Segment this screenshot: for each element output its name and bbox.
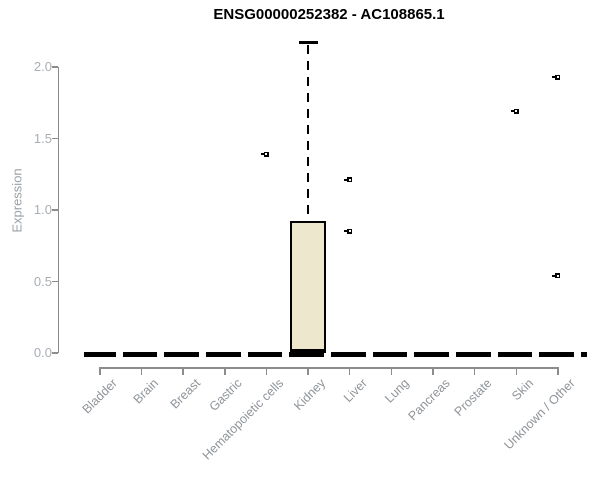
median-bar-nub <box>580 352 587 357</box>
y-tick <box>52 66 58 68</box>
outlier-point <box>552 74 561 80</box>
x-axis-label-text: Bladder <box>79 376 120 417</box>
x-axis-label-text: Gastric <box>206 376 245 414</box>
median-bar <box>250 352 283 357</box>
y-tick-label: 2.0 <box>33 59 52 74</box>
median-bar <box>458 352 491 357</box>
x-tick <box>99 367 101 375</box>
median-bar <box>292 352 325 357</box>
outlier-point <box>260 151 269 157</box>
y-tick <box>52 280 58 283</box>
median-bar <box>500 352 533 357</box>
x-axis-label-text: Prostate <box>451 376 495 419</box>
x-tick <box>473 367 476 375</box>
x-tick <box>348 367 351 375</box>
x-tick <box>224 367 226 375</box>
x-axis-label-text: Skin <box>509 376 537 404</box>
y-tick-label: 1.5 <box>33 130 52 146</box>
y-tick <box>52 209 58 211</box>
x-tick <box>140 367 143 375</box>
x-axis-label-text: Liver <box>340 376 370 406</box>
x-tick <box>307 367 309 375</box>
whisker-line <box>306 44 310 220</box>
outlier-point <box>510 108 519 114</box>
outlier-point <box>344 228 353 234</box>
median-bar <box>83 352 116 357</box>
y-tick-label: 1.0 <box>33 202 52 217</box>
y-axis-line <box>57 67 59 353</box>
median-bar <box>541 352 574 357</box>
median-bar <box>333 352 366 357</box>
median-bar <box>375 352 408 357</box>
x-tick <box>265 367 268 375</box>
x-axis-line <box>99 367 560 369</box>
outlier-point <box>344 177 353 183</box>
x-axis-label-text: Breast <box>167 376 203 412</box>
chart-title: ENSG00000252382 - AC108865.1 <box>213 6 445 23</box>
median-bar <box>125 352 158 357</box>
x-tick <box>390 367 393 375</box>
y-tick <box>52 137 58 140</box>
x-tick <box>182 367 184 375</box>
median-bar <box>208 352 241 357</box>
x-axis-label-text: Pancreas <box>405 376 453 424</box>
median-bar <box>167 352 200 357</box>
x-axis-label-text: Brain <box>130 376 162 407</box>
box-body <box>290 221 327 353</box>
whisker-cap <box>298 41 318 45</box>
x-axis-label-text: Hematopoietic cells <box>199 376 287 463</box>
y-tick <box>52 352 58 354</box>
x-axis-label-text: Lung <box>381 376 412 406</box>
x-axis-label-text: Kidney <box>291 376 328 413</box>
median-bar <box>417 352 449 357</box>
y-tick-label: 0.5 <box>33 273 52 289</box>
x-tick <box>432 367 434 375</box>
x-tick <box>515 367 518 375</box>
x-tick <box>557 367 559 375</box>
y-tick-label: 0.0 <box>33 345 52 360</box>
outlier-point <box>552 273 561 279</box>
